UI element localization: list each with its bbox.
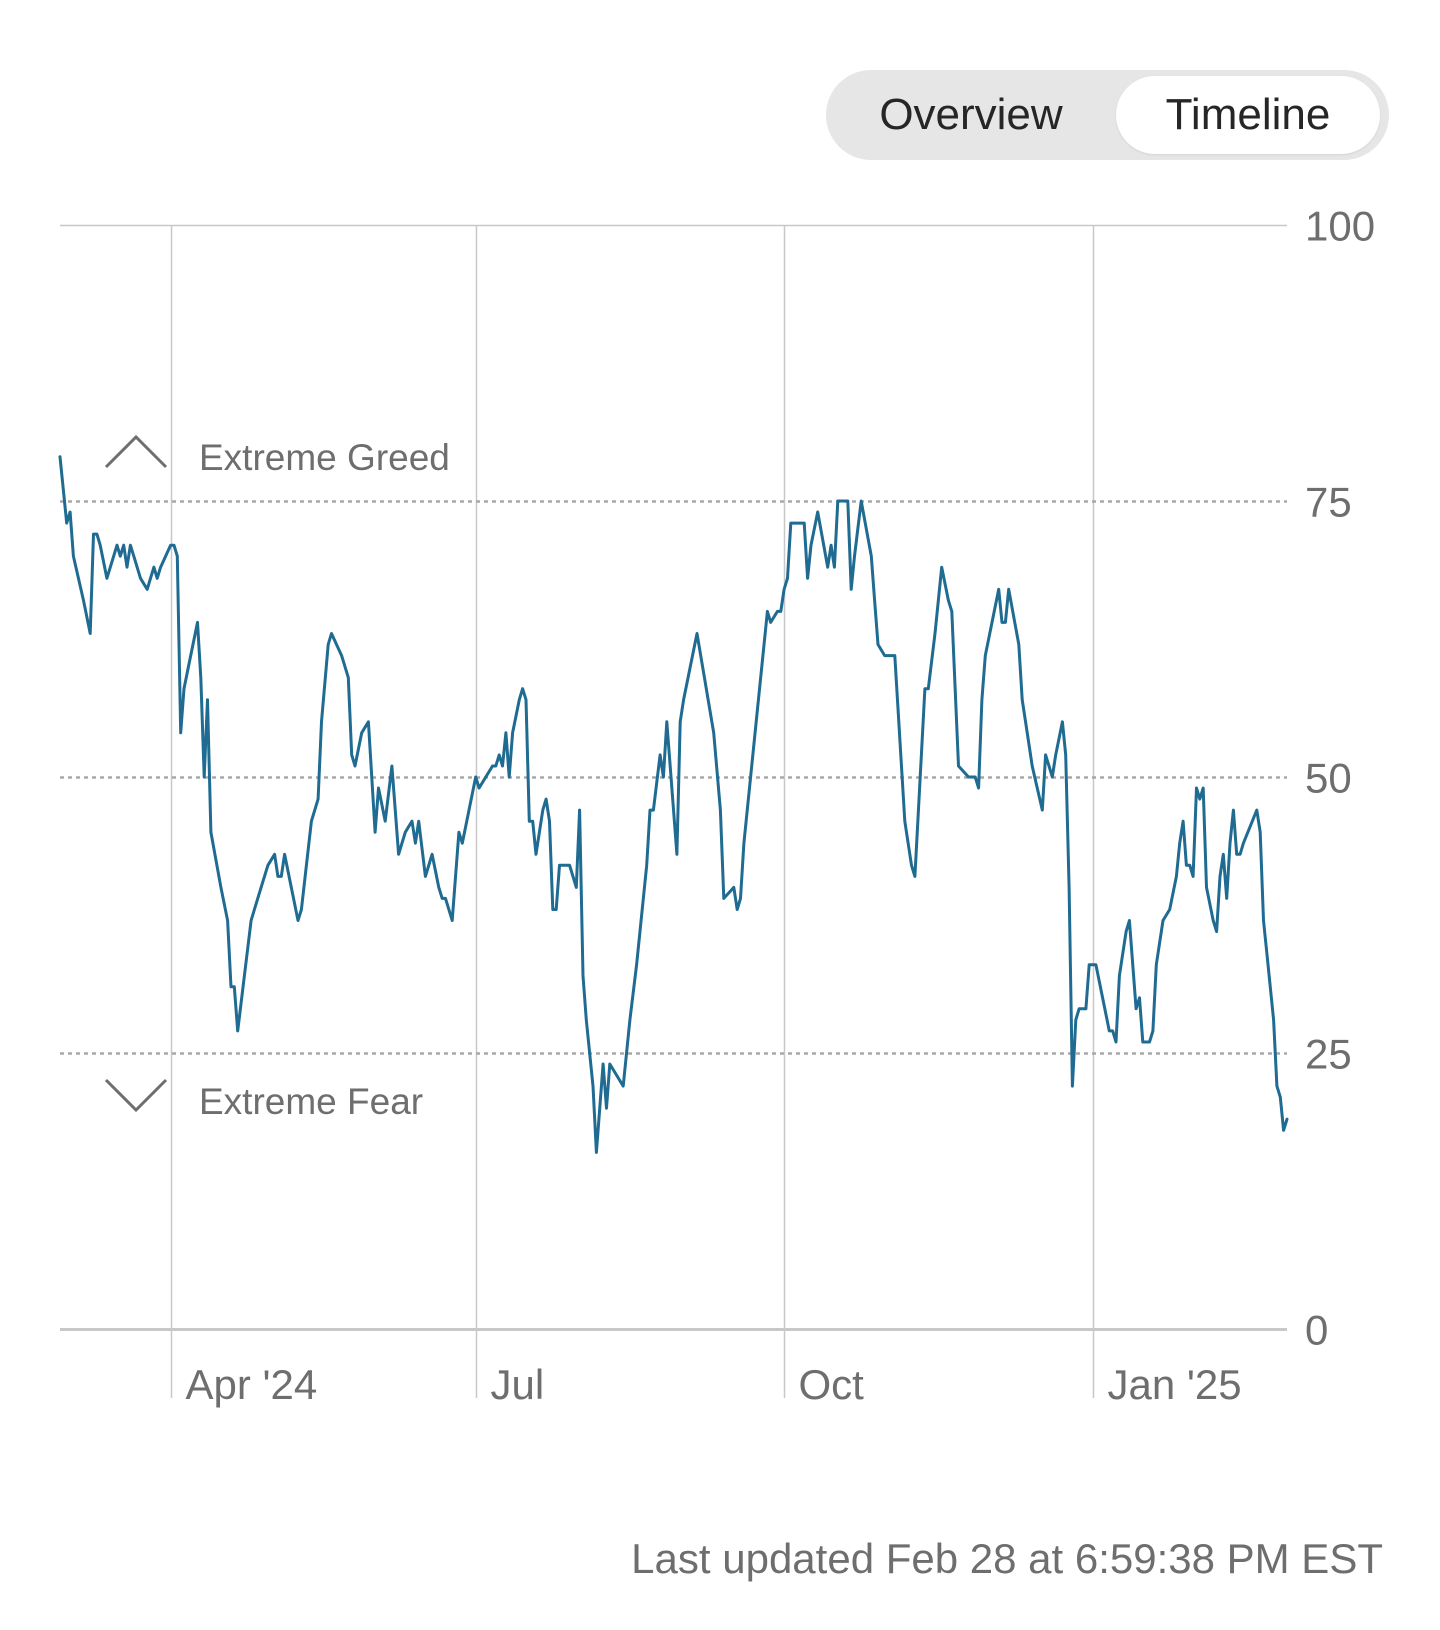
chevron-up-icon: [104, 434, 168, 469]
view-toggle: Overview Timeline: [826, 70, 1389, 160]
y-tick-label: 50: [1305, 755, 1352, 802]
fear-greed-line-chart: 100 75 50 25 0 Apr '24 Jul Oct Jan '25 Extreme …: [58, 203, 1375, 1408]
y-axis-labels: 100 75 50 25 0: [1305, 203, 1375, 1354]
y-tick-label: 25: [1305, 1031, 1352, 1078]
fear-greed-series-line: [58, 455, 1289, 1154]
extreme-fear-label: Extreme Fear: [199, 1081, 423, 1122]
timeline-tab[interactable]: Timeline: [1116, 76, 1380, 154]
overview-tab[interactable]: Overview: [879, 90, 1063, 139]
extreme-greed-label: Extreme Greed: [199, 437, 450, 478]
horizontal-gridlines: [60, 224, 1287, 1331]
y-tick-label: 75: [1305, 479, 1352, 526]
extreme-fear-indicator: Extreme Fear: [104, 1078, 423, 1122]
x-tick-label: Apr '24: [186, 1361, 318, 1408]
x-axis-labels: Apr '24 Jul Oct Jan '25: [186, 1361, 1242, 1408]
x-tick-label: Jul: [491, 1361, 545, 1408]
x-tick-label: Oct: [799, 1361, 865, 1408]
extreme-greed-indicator: Extreme Greed: [104, 434, 450, 478]
chevron-down-icon: [104, 1078, 168, 1113]
vertical-gridlines: [170, 225, 1095, 1398]
y-tick-label: 0: [1305, 1307, 1328, 1354]
y-tick-label: 100: [1305, 203, 1375, 250]
last-updated-text: Last updated Feb 28 at 6:59:38 PM EST: [631, 1535, 1383, 1582]
x-tick-label: Jan '25: [1108, 1361, 1242, 1408]
